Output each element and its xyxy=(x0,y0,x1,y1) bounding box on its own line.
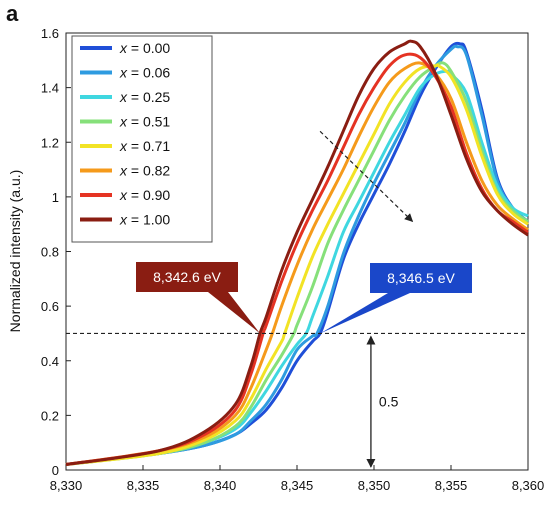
y-tick-label: 0.8 xyxy=(41,245,59,260)
legend-entry-eq: = xyxy=(127,40,143,56)
legend-entry-value: 1.00 xyxy=(143,212,170,228)
legend-entry: x = 0.00 xyxy=(119,40,170,56)
legend-entry-var: x xyxy=(119,138,128,154)
legend-entry-value: 0.82 xyxy=(143,163,170,179)
left-callout-pointer xyxy=(208,292,261,334)
legend-entry-var: x xyxy=(119,114,128,130)
y-tick-label: 0.4 xyxy=(41,354,59,369)
x-tick-label: 8,330 xyxy=(50,478,83,493)
legend-entry-var: x xyxy=(119,187,128,203)
legend-entry-eq: = xyxy=(127,187,143,203)
y-tick-label: 0.6 xyxy=(41,299,59,314)
legend-entry-eq: = xyxy=(127,163,143,179)
x-tick-label: 8,345 xyxy=(281,478,314,493)
legend-entry-value: 0.25 xyxy=(143,89,170,105)
legend-entry-value: 0.71 xyxy=(143,138,170,154)
right-callout-pointer xyxy=(320,293,410,334)
legend-entry-eq: = xyxy=(127,114,143,130)
panel-label: a xyxy=(6,1,19,26)
legend-entry-var: x xyxy=(119,65,128,81)
series-line-0-82 xyxy=(65,61,529,466)
x-tick-label: 8,350 xyxy=(358,478,391,493)
series-line-0-06 xyxy=(65,44,529,466)
legend-entry-eq: = xyxy=(127,138,143,154)
legend-entry-value: 0.90 xyxy=(143,187,170,203)
legend-entry-var: x xyxy=(119,40,128,56)
series-line-1-00 xyxy=(65,39,529,466)
legend-entry-eq: = xyxy=(127,89,143,105)
legend-entry: x = 0.51 xyxy=(119,114,170,130)
y-tick-label: 1.4 xyxy=(41,81,59,96)
x-tick-label: 8,340 xyxy=(204,478,237,493)
legend-entry: x = 0.71 xyxy=(119,138,170,154)
trend-arrow xyxy=(319,130,414,223)
right-callout-text: 8,346.5 eV xyxy=(387,270,455,286)
half-height-label: 0.5 xyxy=(379,394,399,410)
legend-entry-var: x xyxy=(119,212,128,228)
x-tick-label: 8,335 xyxy=(127,478,160,493)
legend: x = 0.00x = 0.06x = 0.25x = 0.51x = 0.71… xyxy=(71,35,213,243)
legend-entry-eq: = xyxy=(127,212,143,228)
legend-entry: x = 0.90 xyxy=(119,187,170,203)
y-axis-label: Normalized intensity (a.u.) xyxy=(7,170,23,333)
series-line-0-71 xyxy=(65,63,529,466)
y-tick-label: 1 xyxy=(52,190,59,205)
y-tick-label: 1.2 xyxy=(41,135,59,150)
y-tick-label: 1.6 xyxy=(41,26,59,41)
legend-entry: x = 0.82 xyxy=(119,163,170,179)
x-tick-label: 8,355 xyxy=(435,478,468,493)
legend-entry-value: 0.00 xyxy=(143,40,170,56)
legend-entry-eq: = xyxy=(127,65,143,81)
series-line-0-90 xyxy=(65,52,529,466)
series-line-0-51 xyxy=(65,61,529,466)
series-line-0-25 xyxy=(65,69,529,466)
left-callout-box xyxy=(136,262,238,292)
legend-entry-value: 0.06 xyxy=(143,65,170,81)
legend-entry: x = 1.00 xyxy=(119,212,170,228)
right-callout-box xyxy=(370,263,472,293)
legend-entry: x = 0.25 xyxy=(119,89,170,105)
y-tick-label: 0.2 xyxy=(41,408,59,423)
legend-entry-value: 0.51 xyxy=(143,114,170,130)
left-callout-text: 8,342.6 eV xyxy=(153,269,221,285)
legend-entry: x = 0.06 xyxy=(119,65,170,81)
annotation-layer: 0.5 8,342.6 eV 8,346.5 eV xyxy=(66,130,528,468)
legend-entry-var: x xyxy=(119,163,128,179)
x-tick-label: 8,360 xyxy=(512,478,545,493)
legend-entry-var: x xyxy=(119,89,128,105)
series-layer xyxy=(65,39,529,466)
y-tick-label: 0 xyxy=(52,463,59,478)
axis-ticks: 8,330 8,335 8,340 8,345 8,350 8,355 8,360 0 0.2 0… xyxy=(41,26,544,493)
legend-box xyxy=(71,35,213,243)
